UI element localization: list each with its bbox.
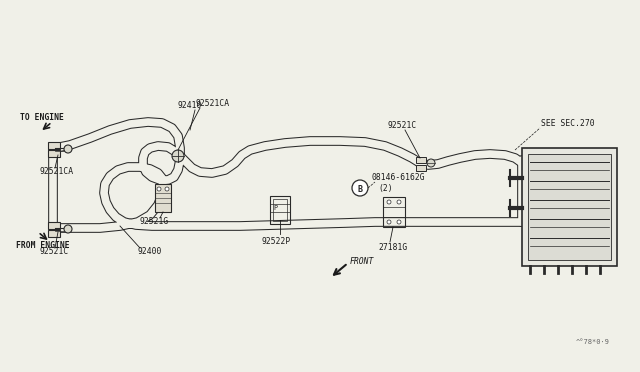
Text: 92521G: 92521G [140, 218, 169, 227]
Text: 08146-6162G: 08146-6162G [372, 173, 426, 183]
Bar [528, 154, 611, 260]
Circle shape [64, 145, 72, 153]
Circle shape [172, 150, 184, 162]
Bar [273, 199, 287, 221]
Bar [383, 197, 405, 227]
Bar [48, 222, 60, 229]
Bar [522, 148, 617, 266]
Text: 92521CA: 92521CA [196, 99, 230, 109]
Circle shape [427, 159, 435, 167]
Text: 92521C: 92521C [40, 247, 69, 257]
Text: (2): (2) [378, 185, 392, 193]
Text: 92521CA: 92521CA [40, 167, 74, 176]
Text: B: B [358, 185, 362, 193]
Text: 92521C: 92521C [388, 122, 417, 131]
Text: ^°78*0·9: ^°78*0·9 [576, 339, 610, 345]
Text: 92410: 92410 [178, 102, 202, 110]
Circle shape [352, 180, 368, 196]
Circle shape [165, 187, 169, 191]
Circle shape [387, 200, 391, 204]
Circle shape [397, 220, 401, 224]
Text: P: P [273, 205, 277, 211]
Bar [270, 196, 290, 224]
Text: SEE SEC.270: SEE SEC.270 [541, 119, 595, 128]
Bar [48, 150, 60, 157]
Circle shape [157, 187, 161, 191]
Bar [416, 157, 426, 163]
Text: 27181G: 27181G [378, 244, 407, 253]
Bar [48, 142, 60, 149]
Text: TO ENGINE: TO ENGINE [20, 113, 64, 122]
Bar [48, 230, 60, 237]
Text: 92522P: 92522P [262, 237, 291, 247]
Circle shape [387, 220, 391, 224]
Text: 92400: 92400 [138, 247, 163, 257]
Text: FROM ENGINE: FROM ENGINE [16, 241, 70, 250]
Circle shape [64, 225, 72, 233]
Circle shape [397, 200, 401, 204]
Text: FRONT: FRONT [350, 257, 374, 266]
Bar [416, 165, 426, 171]
Bar [155, 184, 171, 212]
